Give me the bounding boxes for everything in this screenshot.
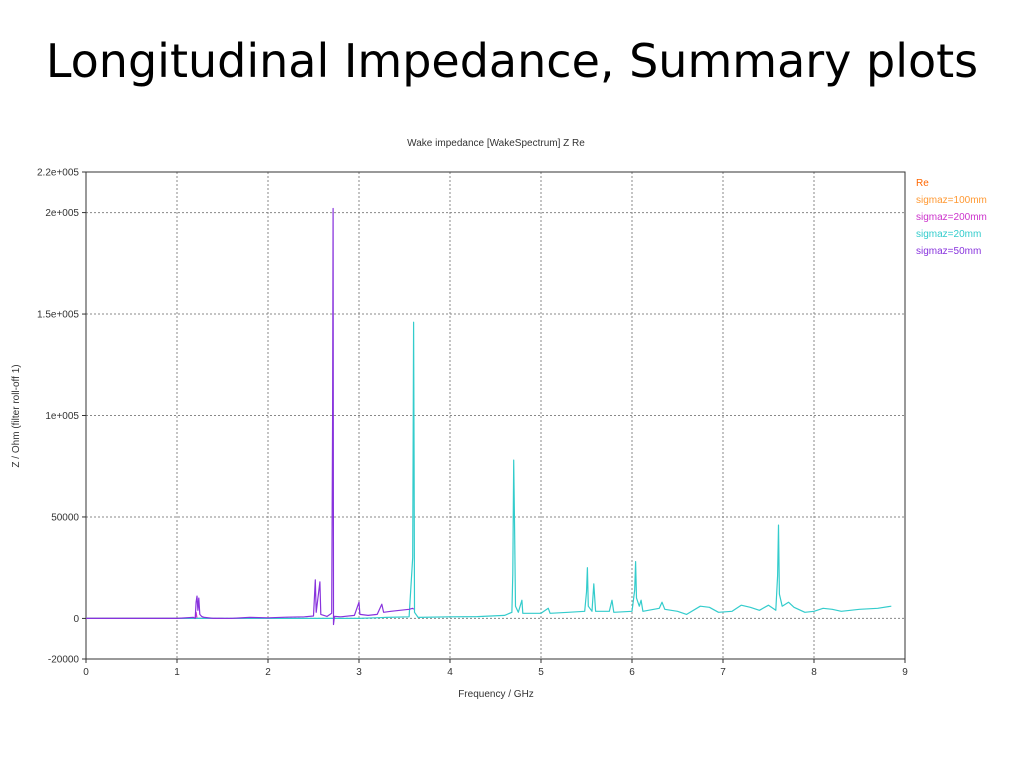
legend-entry: sigmaz=20mm — [916, 229, 981, 240]
legend: Re sigmaz=100mm sigmaz=200mm sigmaz=20mm sig… — [916, 178, 987, 257]
chart-title: Wake impedance [WakeSpectrum] Z Re — [407, 138, 585, 149]
x-axis-label: Frequency / GHz — [458, 689, 534, 700]
x-tick-label: 7 — [720, 667, 726, 678]
x-tick-label: 2 — [265, 667, 271, 678]
y-tick-label: 50000 — [51, 512, 79, 523]
x-tick-label: 8 — [811, 667, 817, 678]
y-tick-label: 1.5e+005 — [37, 310, 79, 321]
x-tick-label: 3 — [356, 667, 362, 678]
y-axis-label: Z / Ohm (filter roll-off 1) — [11, 364, 22, 467]
y-tick-label: 1e+005 — [45, 411, 79, 422]
slide-title: Longitudinal Impedance, Summary plots — [45, 34, 979, 88]
y-tick-label: -20000 — [48, 655, 80, 666]
series-lines — [86, 207, 892, 626]
x-tick-label: 9 — [902, 667, 908, 678]
legend-entry: sigmaz=50mm — [916, 246, 981, 257]
grid-lines — [86, 172, 905, 659]
x-tick-label: 4 — [447, 667, 453, 678]
y-tick-label: 0 — [73, 614, 79, 625]
x-tick-label: 1 — [174, 667, 180, 678]
axis-ticks: 0 1 2 3 4 5 6 7 8 9-200000500001e+0051.5e+0052e+0… — [37, 168, 908, 679]
y-tick-label: 2e+005 — [45, 208, 79, 219]
x-tick-label: 5 — [538, 667, 544, 678]
series-line-sigmaz-200mm — [86, 611, 223, 620]
series-line-sigmaz-20mm — [86, 321, 892, 620]
series-line-sigmaz-50mm — [86, 207, 415, 626]
x-tick-label: 0 — [83, 667, 89, 678]
legend-entry: sigmaz=100mm — [916, 195, 987, 206]
legend-entry: sigmaz=200mm — [916, 212, 987, 223]
y-tick-label: 2.2e+005 — [37, 168, 79, 179]
x-tick-label: 6 — [629, 667, 635, 678]
legend-title: Re — [916, 178, 929, 189]
